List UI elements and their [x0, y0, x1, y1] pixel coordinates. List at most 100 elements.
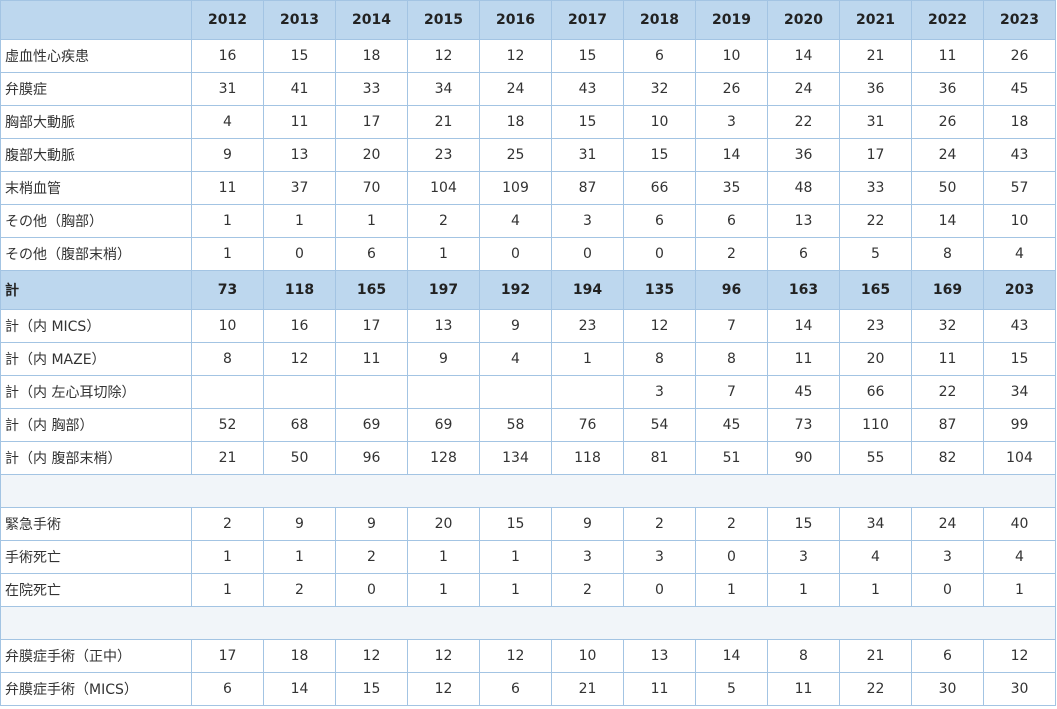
value-cell: 134	[479, 441, 552, 475]
value-cell: 1	[263, 204, 336, 238]
value-cell: 15	[551, 105, 624, 139]
value-cell: 30	[983, 672, 1056, 706]
value-cell: 12	[335, 639, 408, 673]
value-cell: 18	[983, 105, 1056, 139]
value-cell: 2	[191, 507, 264, 541]
value-cell: 18	[263, 639, 336, 673]
value-cell: 10	[695, 39, 768, 73]
table-row: 腹部大動脈 9 13 20 23 25 31 15 14 36 17 24 43	[0, 138, 1056, 172]
spacer-row	[0, 606, 1056, 640]
value-cell: 163	[767, 270, 840, 310]
value-cell: 24	[911, 507, 984, 541]
value-cell: 6	[335, 237, 408, 271]
value-cell: 3	[767, 540, 840, 574]
value-cell: 32	[911, 309, 984, 343]
table-row: 計（内 左心耳切除） 3 7 45 66 22 34	[0, 375, 1056, 409]
value-cell: 41	[263, 72, 336, 106]
value-cell: 1	[695, 573, 768, 607]
value-cell: 6	[479, 672, 552, 706]
table-row: その他（胸部） 1 1 1 2 4 3 6 6 13 22 14 10	[0, 204, 1056, 238]
value-cell: 0	[335, 573, 408, 607]
value-cell: 87	[551, 171, 624, 205]
value-cell: 1	[263, 540, 336, 574]
value-cell: 165	[335, 270, 408, 310]
header-corner-cell	[0, 0, 192, 40]
value-cell: 4	[479, 342, 552, 376]
value-cell: 16	[263, 309, 336, 343]
table-row: 計（内 MICS） 10 16 17 13 9 23 12 7 14 23 32 43	[0, 309, 1056, 343]
value-cell: 17	[839, 138, 912, 172]
year-header: 2019	[695, 0, 768, 40]
value-cell: 104	[407, 171, 480, 205]
value-cell: 50	[911, 171, 984, 205]
value-cell: 4	[983, 540, 1056, 574]
value-cell: 31	[191, 72, 264, 106]
row-label: 弁膜症	[0, 72, 192, 106]
table-row: 在院死亡 1 2 0 1 1 2 0 1 1 1 0 1	[0, 573, 1056, 607]
spacer-row	[0, 474, 1056, 508]
value-cell: 1	[479, 540, 552, 574]
value-cell: 11	[767, 342, 840, 376]
value-cell: 1	[839, 573, 912, 607]
value-cell: 17	[335, 105, 408, 139]
value-cell: 2	[335, 540, 408, 574]
value-cell: 2	[407, 204, 480, 238]
value-cell	[191, 375, 264, 409]
value-cell: 128	[407, 441, 480, 475]
value-cell: 9	[479, 309, 552, 343]
value-cell: 45	[695, 408, 768, 442]
value-cell: 35	[695, 171, 768, 205]
row-label: 計（内 左心耳切除）	[0, 375, 192, 409]
value-cell: 1	[335, 204, 408, 238]
value-cell: 192	[479, 270, 552, 310]
year-header: 2015	[407, 0, 480, 40]
value-cell: 1	[407, 573, 480, 607]
value-cell: 6	[623, 204, 696, 238]
value-cell: 118	[551, 441, 624, 475]
value-cell: 1	[407, 237, 480, 271]
value-cell: 14	[767, 309, 840, 343]
value-cell: 11	[911, 342, 984, 376]
value-cell: 165	[839, 270, 912, 310]
value-cell: 4	[839, 540, 912, 574]
value-cell: 12	[479, 639, 552, 673]
value-cell: 197	[407, 270, 480, 310]
value-cell: 9	[407, 342, 480, 376]
value-cell: 1	[191, 237, 264, 271]
value-cell: 57	[983, 171, 1056, 205]
year-header: 2017	[551, 0, 624, 40]
value-cell: 66	[839, 375, 912, 409]
value-cell: 11	[767, 672, 840, 706]
value-cell: 13	[767, 204, 840, 238]
row-label: 胸部大動脈	[0, 105, 192, 139]
total-row: 計 73 118 165 197 192 194 135 96 163 165 169 203	[0, 270, 1056, 310]
value-cell: 5	[839, 237, 912, 271]
table-row: その他（腹部末梢） 1 0 6 1 0 0 0 2 6 5 8 4	[0, 237, 1056, 271]
value-cell: 6	[695, 204, 768, 238]
value-cell	[479, 375, 552, 409]
value-cell: 7	[695, 309, 768, 343]
value-cell: 12	[263, 342, 336, 376]
value-cell: 4	[191, 105, 264, 139]
value-cell: 3	[695, 105, 768, 139]
row-label: 手術死亡	[0, 540, 192, 574]
value-cell	[407, 375, 480, 409]
value-cell: 90	[767, 441, 840, 475]
value-cell: 4	[983, 237, 1056, 271]
value-cell: 96	[695, 270, 768, 310]
table-row: 手術死亡 1 1 2 1 1 3 3 0 3 4 3 4	[0, 540, 1056, 574]
value-cell: 21	[839, 639, 912, 673]
value-cell: 34	[983, 375, 1056, 409]
value-cell: 9	[551, 507, 624, 541]
value-cell: 3	[623, 540, 696, 574]
value-cell: 20	[407, 507, 480, 541]
value-cell: 32	[623, 72, 696, 106]
value-cell: 52	[191, 408, 264, 442]
value-cell: 0	[623, 573, 696, 607]
value-cell: 15	[479, 507, 552, 541]
value-cell: 8	[911, 237, 984, 271]
value-cell: 3	[623, 375, 696, 409]
value-cell: 55	[839, 441, 912, 475]
table-body: 虚血性心疾患 16 15 18 12 12 15 6 10 14 21 11 26 弁膜症 31 41 33 34…	[0, 39, 1056, 706]
